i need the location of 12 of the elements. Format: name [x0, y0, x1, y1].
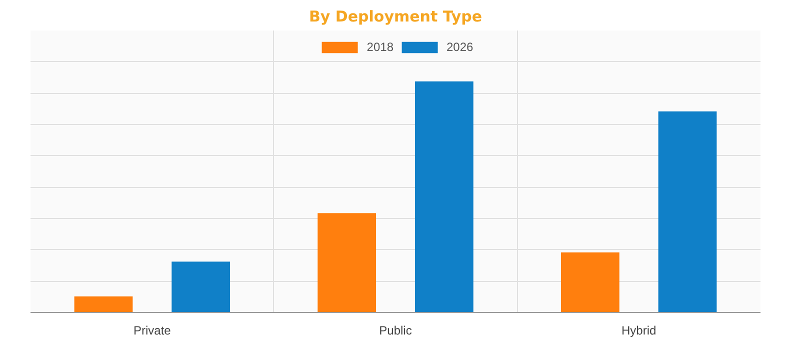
- legend-label: 2018: [366, 40, 394, 54]
- legend-label: 2026: [446, 40, 474, 54]
- bar: [318, 213, 376, 312]
- x-tick-label: Private: [133, 324, 172, 338]
- bar: [560, 252, 620, 312]
- x-tick-label: Public: [379, 324, 412, 338]
- bar: [414, 81, 474, 312]
- bar: [658, 111, 717, 312]
- bar: [74, 296, 133, 312]
- bar: [172, 262, 230, 312]
- chart-title: By Deployment Type: [308, 8, 482, 26]
- x-tick-label: Hybrid: [621, 324, 656, 338]
